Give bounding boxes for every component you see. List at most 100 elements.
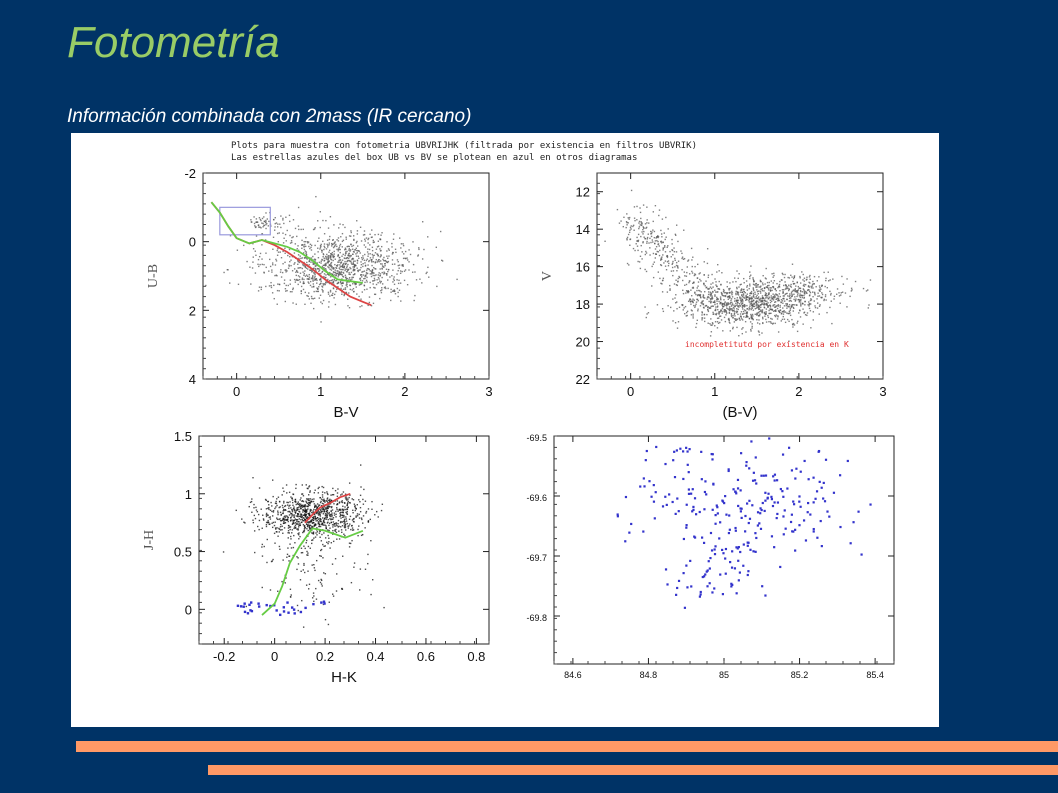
data-point (326, 510, 329, 512)
data-point (289, 234, 291, 237)
data-point (707, 276, 709, 279)
data-point (790, 274, 792, 277)
data-point (801, 294, 803, 297)
data-point (626, 239, 628, 241)
data-point (334, 274, 336, 276)
data-point (352, 244, 355, 247)
data-point (322, 513, 325, 515)
data-point (377, 276, 380, 279)
data-point (334, 271, 336, 274)
data-point (332, 256, 335, 259)
data-point (750, 315, 753, 317)
data-point (253, 507, 255, 509)
data-point (371, 229, 373, 231)
data-point (808, 301, 810, 303)
data-point (380, 289, 382, 292)
data-point (349, 266, 351, 269)
data-point (707, 293, 710, 296)
data-point (770, 535, 774, 538)
data-point (800, 290, 802, 293)
data-point (303, 510, 306, 513)
data-point (704, 480, 707, 483)
data-point (308, 276, 311, 278)
data-point (325, 508, 327, 510)
data-point (309, 528, 311, 530)
data-point (824, 294, 827, 296)
data-point (260, 508, 262, 510)
data-point (783, 305, 786, 307)
data-point (271, 505, 273, 507)
data-point (809, 274, 811, 277)
chart-panel-4: 84.6 84.8 85 85.2 85.4-69.5-69.6-69.7-69.8 (526, 433, 895, 680)
data-point (414, 271, 416, 273)
y-tick-label: -69.5 (526, 433, 547, 443)
data-point (307, 508, 309, 510)
data-point (439, 230, 442, 233)
data-point (385, 268, 388, 270)
data-point (252, 521, 255, 524)
data-point (355, 286, 357, 288)
data-point (333, 250, 335, 253)
data-point (616, 513, 619, 516)
data-point (814, 497, 817, 500)
data-point (808, 289, 810, 291)
data-point (265, 221, 267, 223)
data-point (300, 514, 302, 517)
data-point (841, 291, 844, 293)
data-point (307, 524, 310, 526)
data-point (794, 288, 796, 291)
data-point (243, 521, 245, 523)
data-point (353, 290, 355, 293)
data-point (317, 247, 319, 249)
data-point (656, 250, 658, 253)
data-point (381, 232, 383, 234)
data-point (676, 284, 679, 287)
data-point (669, 250, 671, 253)
data-point (774, 315, 777, 318)
data-point (326, 522, 329, 524)
data-point (362, 255, 364, 257)
data-point (317, 514, 320, 516)
data-point (781, 453, 785, 456)
data-point (344, 247, 347, 249)
data-point (280, 215, 282, 217)
data-point (352, 262, 354, 264)
data-point (646, 313, 648, 315)
data-point (393, 283, 396, 286)
data-point (320, 511, 322, 513)
data-point (336, 272, 339, 274)
data-point (811, 285, 814, 287)
data-point (802, 284, 805, 287)
data-point (344, 526, 347, 528)
data-point (348, 248, 351, 250)
data-point (737, 277, 739, 280)
data-point (323, 532, 325, 534)
data-point (826, 286, 829, 289)
data-point (282, 263, 284, 265)
data-point (312, 517, 315, 520)
data-point (373, 286, 375, 289)
data-point (739, 510, 742, 513)
data-point (743, 277, 745, 280)
data-point (285, 284, 287, 287)
data-point (421, 282, 423, 284)
data-point (763, 287, 766, 290)
data-point (326, 253, 328, 256)
data-point (775, 309, 777, 311)
data-point (274, 274, 276, 277)
data-point (816, 302, 819, 304)
data-point (800, 305, 802, 307)
data-point (392, 281, 394, 283)
data-point (288, 555, 291, 557)
data-point (276, 289, 279, 292)
data-point (344, 268, 347, 270)
data-point (325, 526, 327, 529)
data-point (822, 481, 825, 485)
data-point (379, 280, 381, 282)
data-point (761, 316, 764, 318)
data-point (734, 297, 736, 300)
data-point (711, 453, 714, 456)
data-point (395, 251, 397, 254)
data-point (298, 267, 300, 269)
data-point (344, 251, 347, 253)
